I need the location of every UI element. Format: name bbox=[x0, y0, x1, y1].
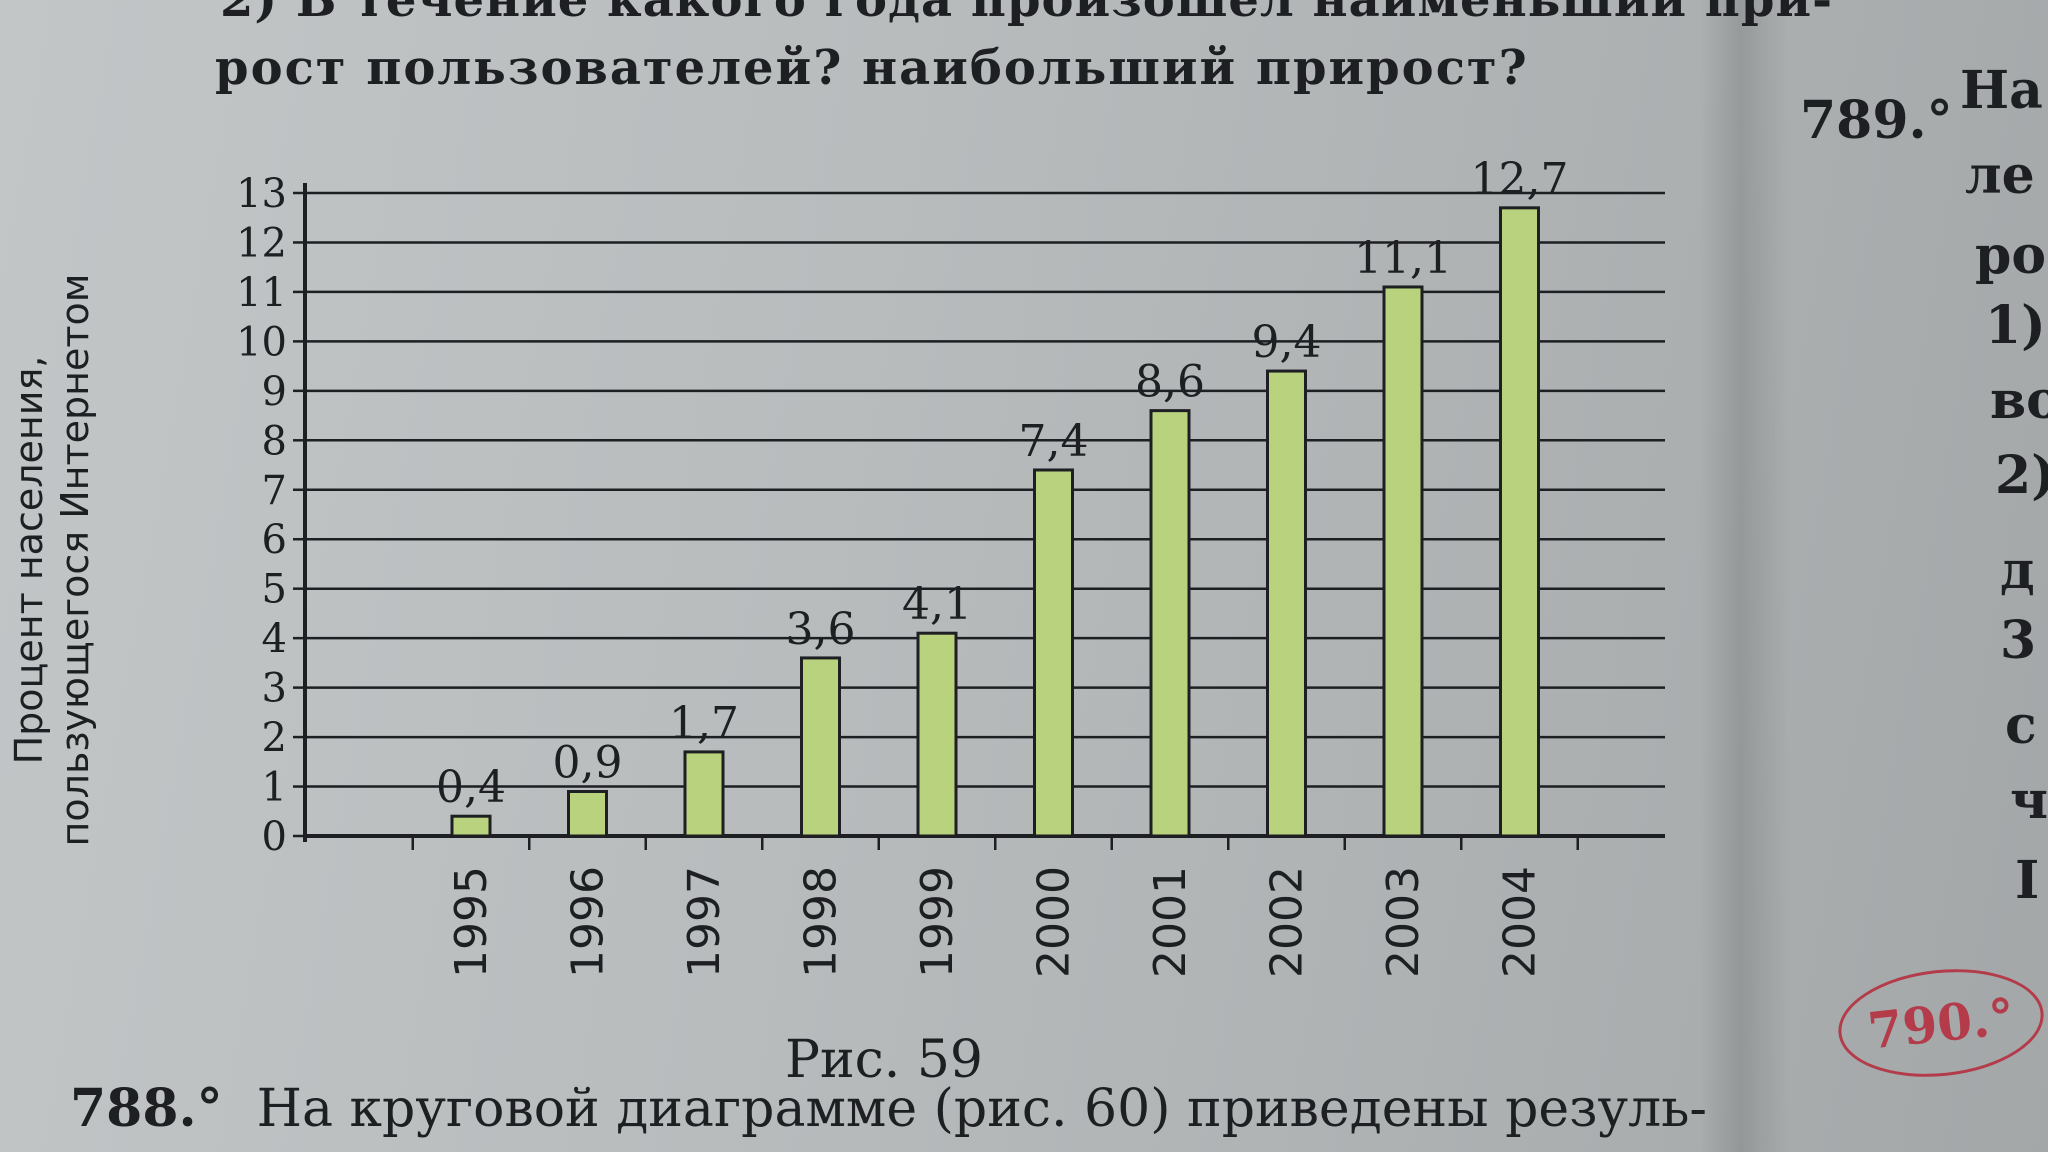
question-line-1: 2) В течение какого года произошел наиме… bbox=[220, 0, 1833, 28]
y-tick-label: 5 bbox=[262, 567, 287, 613]
y-tick-label: 7 bbox=[262, 468, 287, 514]
bar bbox=[683, 750, 725, 838]
category-label: 2002 bbox=[1262, 866, 1313, 978]
side-fragment-1: На bbox=[1960, 60, 2043, 121]
bar bbox=[567, 789, 608, 838]
y-tick-label: 13 bbox=[236, 171, 287, 217]
bars bbox=[450, 206, 1540, 838]
y-tick-label: 8 bbox=[262, 418, 287, 464]
category-label: 2004 bbox=[1495, 866, 1546, 978]
next-task-text: На круговой диаграмме (рис. 60) приведен… bbox=[256, 1079, 1707, 1139]
page-gutter bbox=[1700, 0, 1790, 1152]
y-tick-label: 12 bbox=[236, 220, 287, 266]
y-tick-label: 10 bbox=[236, 319, 287, 365]
bar bbox=[800, 656, 841, 838]
bar bbox=[1149, 409, 1191, 838]
category-labels: 1995 1996 1997 1998 1999 2000 2001 2002 2003 2004 bbox=[446, 866, 1546, 978]
bar-value-label: 12,7 bbox=[1471, 154, 1569, 205]
bar bbox=[1033, 468, 1074, 838]
y-tick-label: 0 bbox=[262, 814, 287, 860]
bar-value-label: 11,1 bbox=[1354, 233, 1452, 284]
next-task: 788.° На круговой диаграмме (рис. 60) при… bbox=[70, 1078, 1707, 1139]
task-789-number: 789.° bbox=[1800, 90, 1953, 151]
side-fragment-8: 3 bbox=[2000, 610, 2037, 671]
bar bbox=[1382, 285, 1424, 838]
side-fragment-3: ро bbox=[1975, 225, 2047, 286]
category-label: 1997 bbox=[679, 866, 730, 978]
bar bbox=[1266, 369, 1307, 838]
bar-value-label: 3,6 bbox=[786, 604, 856, 655]
bar-value-label: 1,7 bbox=[669, 698, 739, 749]
category-label: 1999 bbox=[912, 866, 963, 978]
side-fragment-11: I bbox=[2015, 850, 2040, 911]
bar bbox=[450, 814, 492, 838]
bar-value-label: 7,4 bbox=[1019, 416, 1089, 467]
bar bbox=[916, 631, 958, 838]
side-fragment-5: во bbox=[1990, 370, 2048, 431]
bar-value-label: 0,4 bbox=[436, 762, 506, 813]
y-tick-label: 3 bbox=[262, 666, 287, 712]
y-tick-label: 4 bbox=[262, 616, 287, 662]
category-label: 1995 bbox=[446, 866, 497, 978]
y-tick-label: 6 bbox=[262, 517, 287, 563]
bar-value-label: 0,9 bbox=[553, 737, 623, 788]
side-fragment-2: ле bbox=[1965, 145, 2035, 206]
figure-caption: Рис. 59 bbox=[785, 1030, 983, 1090]
y-tick-label: 11 bbox=[236, 270, 287, 316]
bar-value-label: 9,4 bbox=[1252, 317, 1322, 368]
question-line-2: рост пользователей? наибольший прирост? bbox=[215, 40, 1529, 96]
y-tick-label: 2 bbox=[262, 715, 287, 761]
value-labels: 0,4 0,9 1,7 3,6 4,1 7,4 8,6 9,4 11,1 12,7 bbox=[436, 154, 1568, 813]
next-task-number: 788.° bbox=[70, 1078, 223, 1139]
category-label: 2000 bbox=[1029, 866, 1080, 978]
side-fragment-7: д bbox=[2000, 540, 2035, 601]
category-label: 2003 bbox=[1378, 866, 1429, 978]
category-label: 2001 bbox=[1145, 866, 1196, 978]
side-fragment-4: 1) bbox=[1985, 295, 2046, 356]
bar-value-label: 8,6 bbox=[1135, 357, 1205, 408]
grid-lines bbox=[293, 183, 1665, 850]
bar-value-label: 4,1 bbox=[902, 579, 972, 630]
side-fragment-10: ч bbox=[2010, 770, 2048, 831]
y-tick-label: 1 bbox=[262, 765, 287, 811]
category-label: 1996 bbox=[563, 866, 614, 978]
bar bbox=[1499, 206, 1540, 838]
side-fragment-9: с bbox=[2005, 695, 2037, 756]
side-fragment-6: 2) bbox=[1995, 445, 2048, 506]
y-tick-label: 9 bbox=[262, 369, 287, 415]
category-label: 1998 bbox=[796, 866, 847, 978]
